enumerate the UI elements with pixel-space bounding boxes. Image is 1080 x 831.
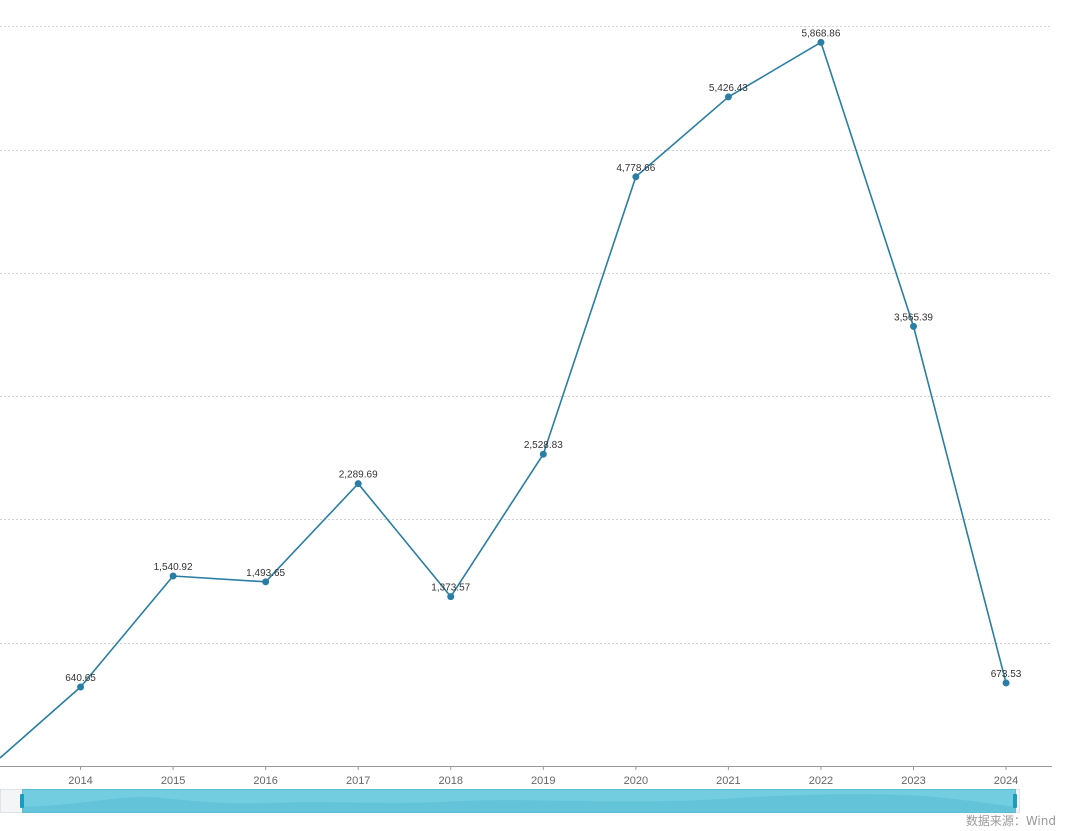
x-tick-label: 2017 [346, 775, 370, 787]
data-source-label: 数据来源：Wind [965, 814, 1056, 828]
data-point[interactable] [539, 450, 547, 458]
data-point[interactable] [817, 38, 825, 46]
slider-handle-right[interactable] [1013, 794, 1017, 808]
data-point[interactable] [724, 93, 732, 101]
x-tick-label: 2023 [901, 775, 925, 787]
x-tick-label: 2015 [161, 775, 185, 787]
data-points [77, 38, 1010, 691]
x-tick-label: 2024 [994, 775, 1018, 787]
data-point[interactable] [1002, 679, 1010, 687]
x-tick-label: 2016 [253, 775, 277, 787]
data-label: 673.53 [991, 669, 1022, 680]
series-line-group [0, 41, 1007, 759]
data-label: 1,373.57 [431, 583, 470, 594]
data-point[interactable] [910, 322, 917, 330]
data-label: 2,289.69 [339, 470, 378, 481]
x-tick-label: 2019 [531, 775, 555, 787]
x-axis-ticks: 2014 2015 2016 2017 2018 2019 2020 2021 2022 2023… [68, 766, 1018, 787]
grid-lines [0, 26, 1052, 644]
x-tick-label: 2022 [809, 775, 833, 787]
data-label: 5,426.43 [709, 83, 748, 94]
series-line [0, 41, 1007, 759]
data-point[interactable] [77, 683, 85, 691]
data-label: 4,778.66 [616, 163, 655, 174]
x-tick-label: 2020 [624, 775, 648, 787]
zoom-slider[interactable] [0, 789, 1020, 813]
slider-handle-left[interactable] [20, 794, 24, 808]
data-label: 1,493.65 [246, 568, 285, 579]
data-label: 2,528.83 [524, 440, 563, 451]
data-point[interactable] [447, 593, 455, 601]
data-point[interactable] [169, 572, 177, 580]
data-point[interactable] [354, 480, 362, 488]
x-tick-label: 2014 [68, 775, 92, 787]
data-labels: 640.65 1,540.92 1,493.65 2,289.69 1,373.57 2,… [65, 28, 1022, 684]
data-label: 3,565.39 [894, 312, 933, 323]
data-point[interactable] [632, 173, 640, 181]
slider-preview-wave [22, 794, 1016, 813]
data-label: 1,540.92 [154, 562, 193, 573]
x-tick-label: 2018 [439, 775, 463, 787]
data-label: 640.65 [65, 673, 96, 684]
data-label: 5,868.86 [801, 28, 840, 39]
data-point[interactable] [262, 578, 270, 586]
x-tick-label: 2021 [716, 775, 740, 787]
